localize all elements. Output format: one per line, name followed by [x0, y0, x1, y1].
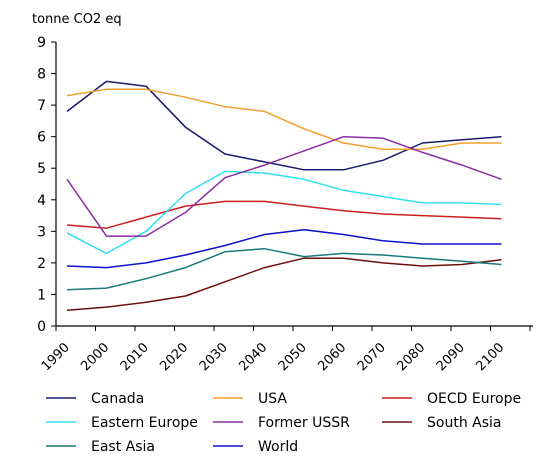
y-tick-label: 4	[37, 193, 46, 209]
y-tick-label: 5	[37, 161, 46, 177]
series-line-former-ussr	[66, 135, 502, 237]
legend-label-canada: Canada	[91, 391, 144, 407]
legend-label-former-ussr: Former USSR	[258, 415, 350, 431]
legend-label-east-asia: East Asia	[91, 439, 155, 455]
legend-label-world: World	[258, 439, 298, 455]
x-tick-label: 2070	[355, 340, 389, 374]
x-tick-label: 2100	[473, 340, 507, 374]
y-tick-label: 1	[37, 287, 46, 303]
y-tick-label: 9	[37, 35, 46, 51]
y-tick-label: 3	[37, 224, 46, 240]
legend-label-eastern-europe: Eastern Europe	[91, 415, 198, 431]
series-line-canada	[66, 80, 502, 171]
x-tick-label: 2050	[276, 340, 310, 374]
series-line-east-asia	[66, 247, 502, 291]
y-tick-label: 7	[37, 98, 46, 114]
y-tick-label: 6	[37, 130, 46, 146]
x-tick-label: 1990	[39, 340, 73, 374]
x-tick-label: 2030	[197, 340, 231, 374]
series-lines	[66, 80, 502, 311]
y-axis-label: tonne CO2 eq	[32, 12, 122, 27]
series-line-eastern-europe	[66, 170, 502, 255]
legend-label-oecd-europe: OECD Europe	[427, 391, 521, 407]
x-tick-label: 2020	[157, 340, 191, 374]
x-tick-label: 2010	[118, 340, 152, 374]
x-tick-label: 2080	[394, 340, 428, 374]
series-line-south-asia	[66, 257, 502, 311]
legend-label-south-asia: South Asia	[427, 415, 501, 431]
x-tick-label: 2060	[315, 340, 349, 374]
y-tick-label: 8	[37, 67, 46, 83]
y-tick-label: 0	[37, 319, 46, 335]
series-line-usa	[66, 88, 502, 151]
series-line-world	[66, 229, 502, 269]
series-line-oecd-europe	[66, 200, 502, 229]
x-tick-label: 2000	[78, 340, 112, 374]
x-tick-label: 2040	[236, 340, 270, 374]
y-tick-label: 2	[37, 256, 46, 272]
legend: Canada USA OECD Europe Eastern Europe Former…	[46, 391, 521, 455]
x-tick-label: 2090	[434, 340, 468, 374]
legend-label-usa: USA	[258, 391, 287, 407]
